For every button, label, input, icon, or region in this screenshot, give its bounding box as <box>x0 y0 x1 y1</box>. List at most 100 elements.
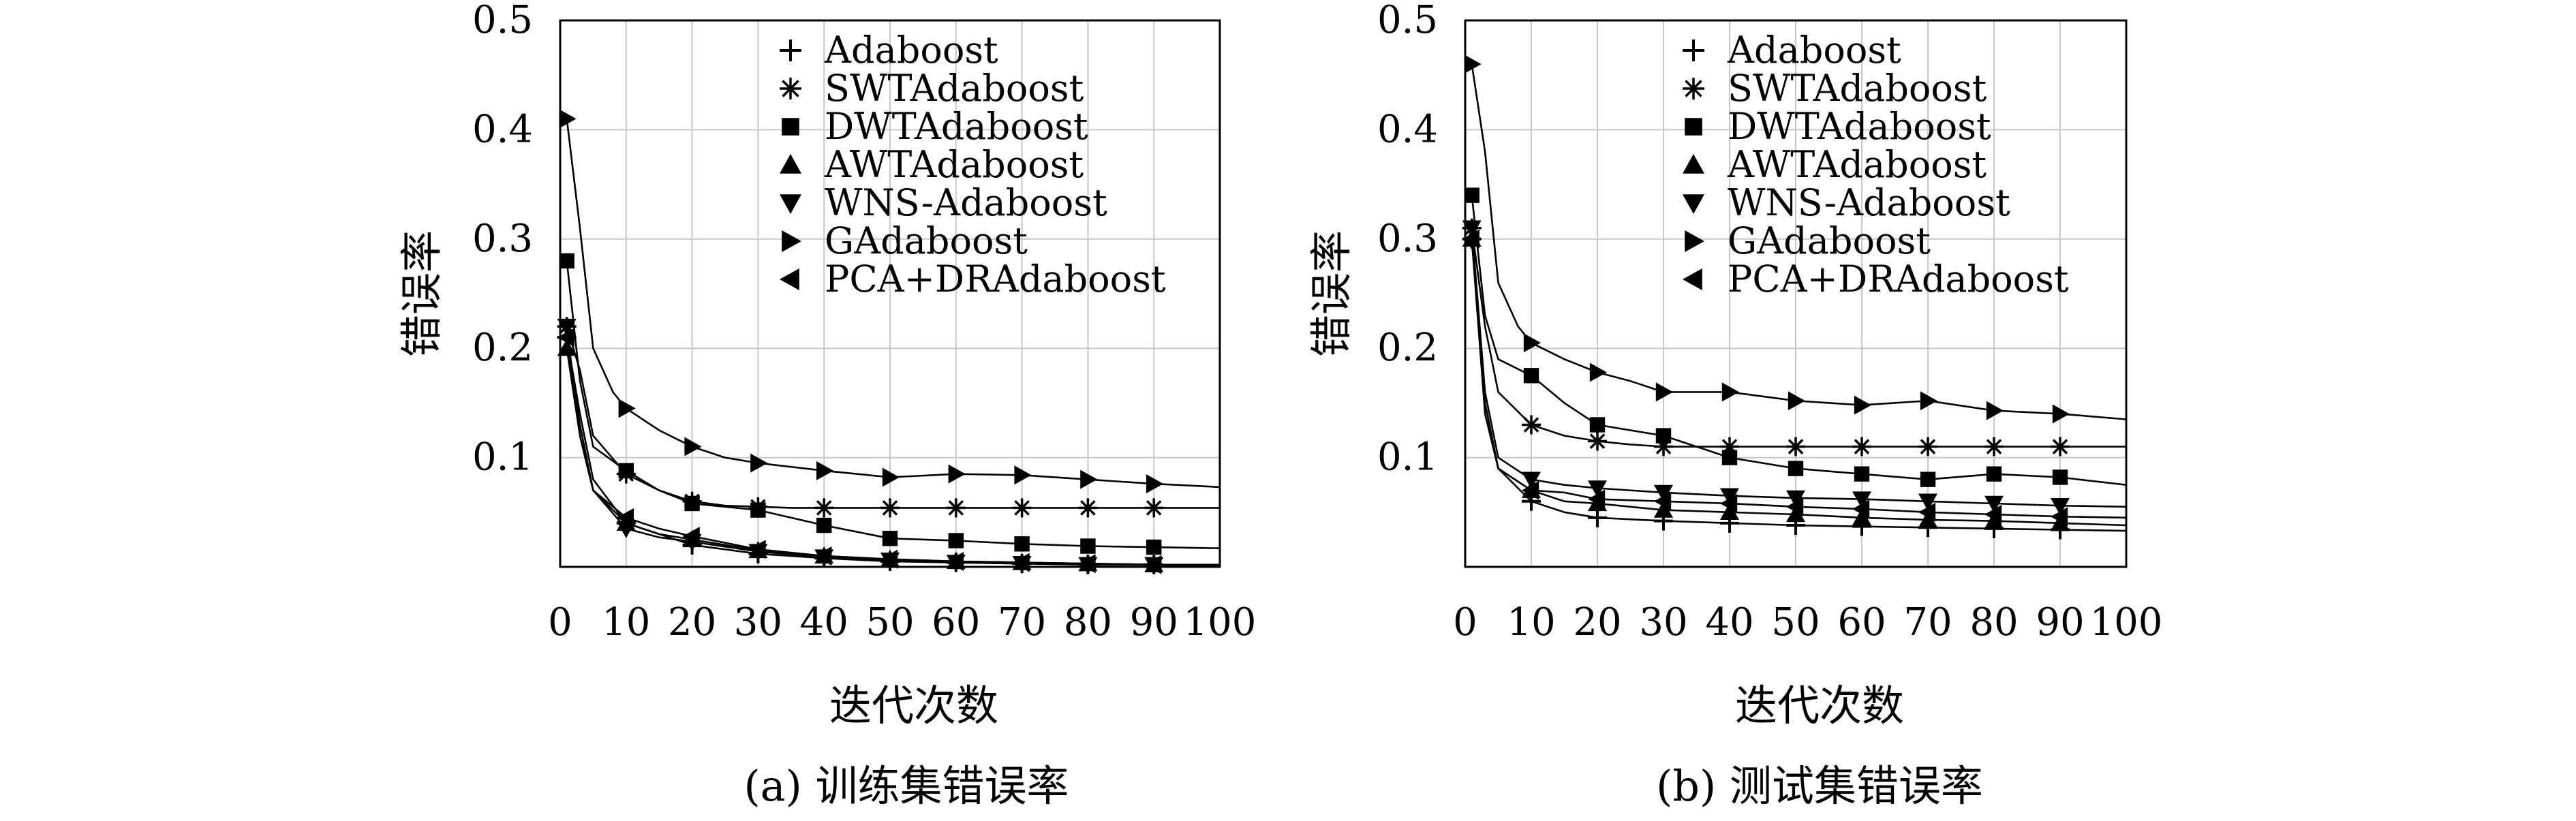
legend-label: Adaboost <box>1727 29 1901 72</box>
data-point <box>2051 507 2068 527</box>
chart-caption: (a) 训练集错误率 <box>743 761 1069 811</box>
data-point <box>816 461 834 480</box>
x-tick-label: 0 <box>548 600 572 645</box>
data-point <box>1920 391 1937 411</box>
data-point <box>1721 382 1739 402</box>
x-tick-label: 70 <box>998 600 1046 645</box>
legend: AdaboostSWTAdaboostDWTAdaboostAWTAdaboos… <box>780 29 1166 300</box>
legend-item: Adaboost <box>780 29 998 72</box>
data-point <box>1984 511 2004 529</box>
data-point <box>948 464 966 484</box>
series-line <box>1471 64 2127 420</box>
data-point <box>1588 508 1607 527</box>
data-point <box>882 531 898 546</box>
series-line <box>1471 238 2127 519</box>
legend-marker <box>782 118 799 136</box>
data-point <box>1078 554 1096 574</box>
legend-item: WNS-Adaboost <box>1683 181 2010 224</box>
data-point <box>1080 469 1098 489</box>
x-tick-label: 10 <box>602 600 650 645</box>
data-point <box>616 508 634 527</box>
data-point <box>1462 229 1479 249</box>
legend-label: GAdaboost <box>825 219 1028 262</box>
data-point <box>1144 498 1164 518</box>
data-point <box>1720 502 1739 520</box>
chart-panel-test: (b) 测试集错误率 0 10 20 30 40 50 60 70 80 90 100 0.1 0.2 0… <box>1306 0 2162 811</box>
legend-marker <box>1683 268 1702 290</box>
data-point <box>1588 431 1607 451</box>
data-point <box>1720 437 1739 456</box>
data-point <box>1918 437 1937 456</box>
data-point <box>559 109 577 129</box>
data-point <box>1014 465 1032 485</box>
data-point <box>1522 480 1539 500</box>
chart-caption: (b) 测试集错误率 <box>1656 761 1983 811</box>
x-tick-label: 40 <box>800 600 848 645</box>
y-tick-label: 0.4 <box>1377 107 1438 151</box>
legend-label: Adaboost <box>824 29 998 72</box>
legend-marker <box>782 230 801 252</box>
legend-marker <box>780 40 801 61</box>
data-point <box>880 549 898 569</box>
x-tick-label: 50 <box>1771 600 1820 645</box>
x-tick-label: 20 <box>1573 600 1621 645</box>
legend-item: AWTAdaboost <box>780 143 1084 186</box>
data-point <box>2052 404 2070 424</box>
legend-label: PCA+DRAdaboost <box>1728 258 2069 300</box>
x-tick-label: 70 <box>1903 600 1952 645</box>
data-point <box>1720 488 1739 506</box>
legend-item: SWTAdaboost <box>780 67 1084 110</box>
data-point <box>618 463 634 479</box>
data-point <box>1852 508 1871 526</box>
data-point <box>1920 471 1936 487</box>
x-tick-label: 100 <box>1184 600 1257 645</box>
data-point <box>1720 493 1738 513</box>
x-tick-label: 10 <box>1507 600 1555 645</box>
data-point <box>1918 502 1936 522</box>
data-point <box>1146 474 1164 494</box>
data-point <box>1984 495 2004 513</box>
data-point <box>2051 513 2070 531</box>
legend: AdaboostSWTAdaboostDWTAdaboostAWTAdaboos… <box>1683 29 2069 300</box>
x-tick-label: 50 <box>865 600 914 645</box>
data-point <box>948 533 964 548</box>
y-tick-label: 0.2 <box>1377 326 1438 370</box>
y-tick-label: 0.5 <box>1377 0 1438 42</box>
x-tick-label: 60 <box>1837 600 1886 645</box>
data-point <box>1146 539 1162 555</box>
data-point <box>1589 362 1607 382</box>
data-point <box>1852 437 1871 456</box>
data-point <box>1654 437 1673 456</box>
series-line <box>566 119 1221 489</box>
legend-label: SWTAdaboost <box>825 67 1084 110</box>
series-line <box>1471 195 2127 486</box>
series-line <box>566 260 1221 549</box>
legend-marker <box>780 154 801 174</box>
legend-marker <box>780 194 801 214</box>
x-tick-label: 60 <box>932 600 980 645</box>
data-point <box>1080 538 1096 554</box>
data-point <box>1984 505 2002 525</box>
data-point <box>1078 498 1098 518</box>
data-point <box>1721 450 1738 465</box>
legend-item: PCA+DRAdaboost <box>1683 258 2069 300</box>
x-tick-label: 30 <box>734 600 782 645</box>
legend-label: AWTAdaboost <box>824 143 1084 186</box>
data-point <box>1986 401 2004 420</box>
legend-label: AWTAdaboost <box>1727 143 1987 186</box>
data-point <box>1655 382 1673 402</box>
chart-panel-train: (a) 训练集错误率 0 10 20 30 40 50 60 70 80 90 100 0.1 0.2 0… <box>397 0 1256 811</box>
data-point <box>880 498 900 518</box>
data-point <box>1654 491 1672 511</box>
legend-item: GAdaboost <box>782 219 1028 262</box>
data-point <box>1654 500 1673 518</box>
data-point <box>814 546 832 566</box>
legend-item: DWTAdaboost <box>782 105 1088 148</box>
legend-marker <box>1683 194 1704 214</box>
x-tick-label: 80 <box>1064 600 1112 645</box>
data-point <box>2051 497 2070 516</box>
legend-marker <box>780 268 799 290</box>
data-point <box>557 339 577 356</box>
data-point <box>1462 220 1482 238</box>
